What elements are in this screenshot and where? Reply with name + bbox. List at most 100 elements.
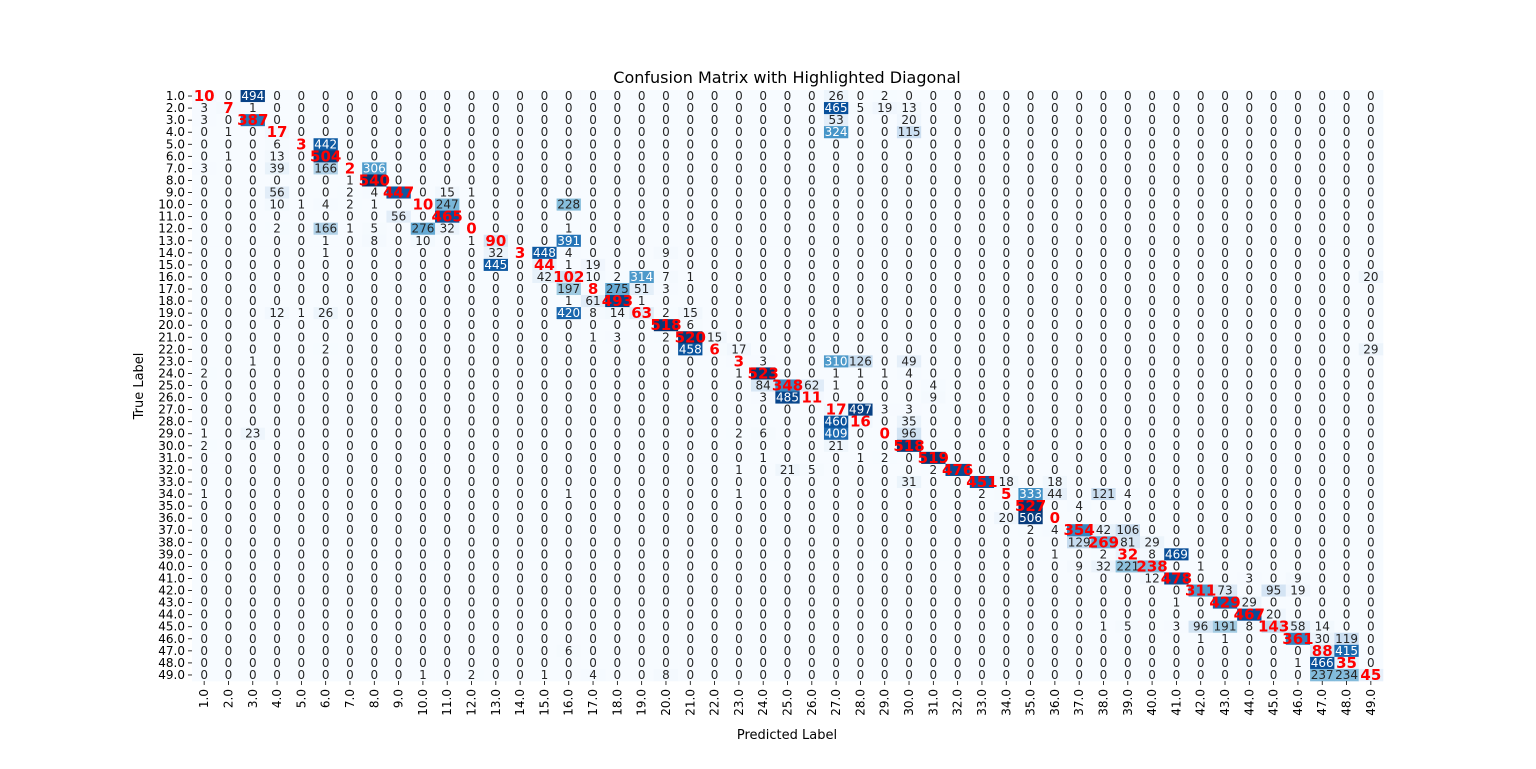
x-tick-label: 28.0 (853, 689, 867, 716)
cell-value-label: 0 (905, 668, 913, 682)
cell-value-label: 0 (200, 668, 208, 682)
cell-value-label: 0 (249, 668, 257, 682)
x-tick-label: 3.0 (246, 689, 260, 708)
cell-value-label: 0 (1294, 668, 1302, 682)
x-tick-label: 2.0 (221, 689, 235, 708)
x-tick-label: 4.0 (270, 689, 284, 708)
x-tick-label: 44.0 (1242, 689, 1256, 716)
x-tick-label: 36.0 (1048, 689, 1062, 716)
cell-value-label: 0 (1075, 668, 1083, 682)
x-tick-label: 33.0 (975, 689, 989, 716)
cell-value-label: 0 (1002, 668, 1010, 682)
x-tick-label: 25.0 (781, 689, 795, 716)
x-tick-label: 23.0 (732, 689, 746, 716)
cell-value-label: 0 (565, 668, 573, 682)
x-tick-label: 16.0 (562, 689, 576, 716)
x-tick-label: 1.0 (197, 689, 211, 708)
x-tick-label: 15.0 (537, 689, 551, 716)
cell-value-label: 0 (273, 668, 281, 682)
x-tick-label: 20.0 (659, 689, 673, 716)
cell-value-label: 0 (1245, 668, 1253, 682)
x-tick-label: 11.0 (440, 689, 454, 716)
x-tick-label: 6.0 (319, 689, 333, 708)
x-tick-label: 31.0 (926, 689, 940, 716)
cell-value-label: 0 (395, 668, 403, 682)
cell-value-label: 0 (225, 668, 233, 682)
x-tick-label: 19.0 (635, 689, 649, 716)
y-axis-label: True Label (132, 353, 147, 421)
cell-value-label: 0 (1051, 668, 1059, 682)
x-tick-label: 48.0 (1340, 689, 1354, 716)
cell-value-label: 0 (930, 668, 938, 682)
cell-value-label: 4 (589, 668, 597, 682)
cell-value-label: 1 (541, 668, 549, 682)
cell-value-label: 0 (978, 668, 986, 682)
x-tick-label: 49.0 (1364, 689, 1378, 716)
x-tick-label: 40.0 (1145, 689, 1159, 716)
x-tick-label: 17.0 (586, 689, 600, 716)
x-tick-label: 18.0 (610, 689, 624, 716)
cell-value-label: 0 (881, 668, 889, 682)
cell-value-label: 0 (1124, 668, 1132, 682)
cell-value-label: 0 (1100, 668, 1108, 682)
cell-value-label: 0 (686, 668, 694, 682)
x-tick-label: 9.0 (392, 689, 406, 708)
x-tick-label: 21.0 (683, 689, 697, 716)
cell-value-label: 0 (638, 668, 646, 682)
cell-value-label: 0 (759, 668, 767, 682)
x-axis-label: Predicted Label (737, 728, 837, 743)
x-tick-label: 45.0 (1267, 689, 1281, 716)
cell-value-label: 0 (1197, 668, 1205, 682)
x-tick-label: 38.0 (1096, 689, 1110, 716)
x-tick-label: 27.0 (829, 689, 843, 716)
cell-value-label: 234 (1335, 668, 1358, 682)
cell-value-label: 0 (784, 668, 792, 682)
cell-value-label: 0 (322, 668, 330, 682)
cell-value-label: 0 (711, 668, 719, 682)
x-tick-label: 34.0 (999, 689, 1013, 716)
cell-value-label: 0 (1221, 668, 1229, 682)
x-tick-label: 41.0 (1169, 689, 1183, 716)
x-tick-label: 14.0 (513, 689, 527, 716)
x-tick-label: 24.0 (756, 689, 770, 716)
cell-value-label: 0 (370, 668, 378, 682)
cell-value-label: 0 (298, 668, 306, 682)
cell-value-label: 1 (419, 668, 427, 682)
cell-value-label: 2 (468, 668, 476, 682)
x-tick-label: 7.0 (343, 689, 357, 708)
cell-value-label: 0 (346, 668, 354, 682)
cell-value-label: 0 (516, 668, 524, 682)
x-tick-label: 32.0 (951, 689, 965, 716)
cell-value-label: 0 (832, 668, 840, 682)
cell-value-label: 0 (735, 668, 743, 682)
cell-value-label: 0 (443, 668, 451, 682)
x-tick-label: 37.0 (1072, 689, 1086, 716)
cell-value-label: 0 (1173, 668, 1181, 682)
x-tick-label: 35.0 (1024, 689, 1038, 716)
cell-value-label: 0 (954, 668, 962, 682)
x-tick-label: 26.0 (805, 689, 819, 716)
cell-value-label: 0 (492, 668, 500, 682)
cell-value-label: 0 (1027, 668, 1035, 682)
x-tick-label: 39.0 (1121, 689, 1135, 716)
x-tick-label: 30.0 (902, 689, 916, 716)
cell-value-label: 0 (808, 668, 816, 682)
x-tick-label: 10.0 (416, 689, 430, 716)
x-tick-label: 8.0 (367, 689, 381, 708)
x-tick-label: 29.0 (878, 689, 892, 716)
cell-value-label: 8 (662, 668, 670, 682)
cell-value-label: 0 (1270, 668, 1278, 682)
x-tick-label: 47.0 (1315, 689, 1329, 716)
x-tick-label: 43.0 (1218, 689, 1232, 716)
chart-title: Confusion Matrix with Highlighted Diagon… (613, 68, 960, 87)
cell-value-label: 0 (857, 668, 865, 682)
x-tick-label: 5.0 (294, 689, 308, 708)
cell-value-label: 237 (1311, 668, 1334, 682)
cell-value-label: 0 (1148, 668, 1156, 682)
cell-value-label: 0 (614, 668, 622, 682)
x-tick-label: 13.0 (489, 689, 503, 716)
x-tick-label: 46.0 (1291, 689, 1305, 716)
